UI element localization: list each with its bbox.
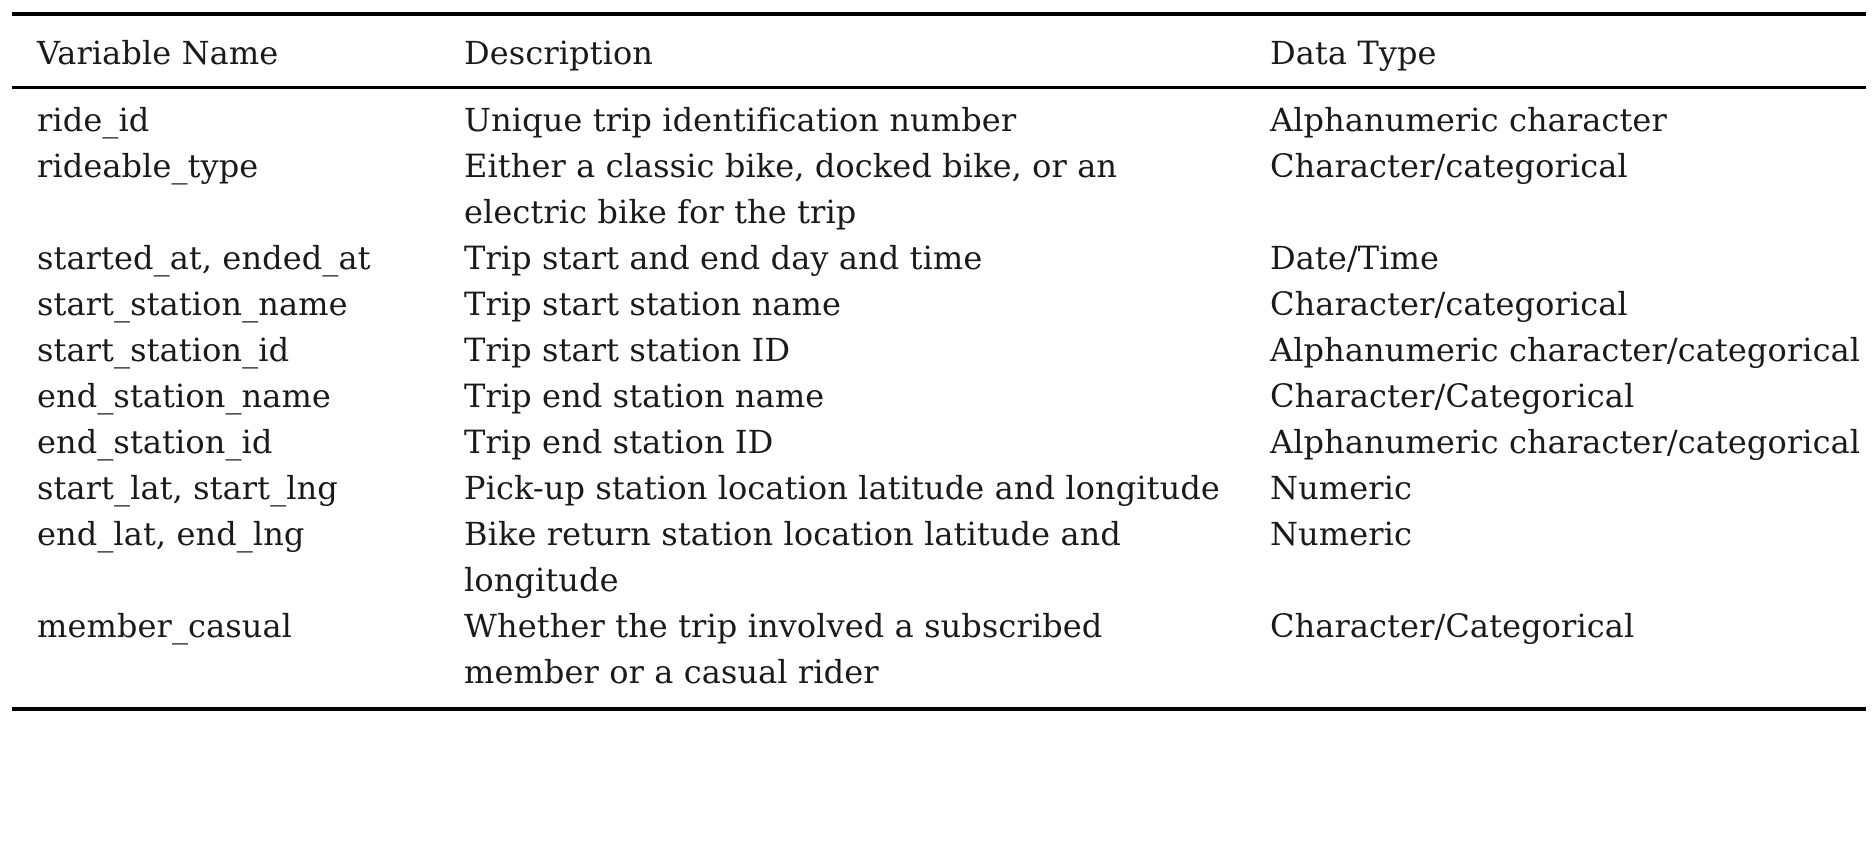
cell-description: Unique trip identification number — [464, 101, 1017, 139]
cell-data-type: Character/Categorical — [1270, 607, 1635, 645]
cell-data-type: Alphanumeric character/categorical — [1270, 423, 1861, 461]
cell-description: Trip end station name — [464, 377, 825, 415]
cell-data-type: Alphanumeric character — [1270, 101, 1667, 139]
cell-variable-name: rideable_type — [37, 147, 259, 185]
table-header: Variable Name Description Data Type — [12, 16, 1866, 86]
cell-data-type: Numeric — [1270, 515, 1413, 553]
cell-description: Either a classic bike, docked bike, or a… — [464, 147, 1118, 231]
cell-variable-name: started_at, ended_at — [37, 239, 371, 277]
table-row: start_station_name Trip start station na… — [12, 281, 1866, 327]
table-body: ride_id Unique trip identification numbe… — [12, 89, 1866, 707]
cell-description: Pick-up station location latitude and lo… — [464, 469, 1220, 507]
cell-variable-name: end_station_name — [37, 377, 331, 415]
cell-description: Trip start station name — [464, 285, 841, 323]
cell-description: Bike return station location latitude an… — [464, 515, 1121, 599]
variables-table: Variable Name Description Data Type — [12, 16, 1866, 86]
cell-description: Whether the trip involved a subscribed m… — [464, 607, 1103, 691]
table-row: end_lat, end_lng Bike return station loc… — [12, 511, 1866, 603]
table-row: rideable_type Either a classic bike, doc… — [12, 143, 1866, 235]
cell-data-type: Character/categorical — [1270, 147, 1628, 185]
header-row: Variable Name Description Data Type — [12, 16, 1866, 86]
variables-table-container: Variable Name Description Data Type ride… — [12, 12, 1866, 711]
table-row: start_lat, start_lng Pick-up station loc… — [12, 465, 1866, 511]
header-variable-name: Variable Name — [37, 34, 279, 72]
table-row: ride_id Unique trip identification numbe… — [12, 89, 1866, 143]
variables-table-body: ride_id Unique trip identification numbe… — [12, 89, 1866, 707]
table-row: start_station_id Trip start station ID A… — [12, 327, 1866, 373]
cell-description: Trip end station ID — [464, 423, 774, 461]
table-row: end_station_id Trip end station ID Alpha… — [12, 419, 1866, 465]
cell-variable-name: start_station_id — [37, 331, 290, 369]
cell-variable-name: member_casual — [37, 607, 292, 645]
table-row: member_casual Whether the trip involved … — [12, 603, 1866, 707]
cell-description: Trip start station ID — [464, 331, 791, 369]
header-data-type: Data Type — [1270, 34, 1437, 72]
cell-variable-name: start_lat, start_lng — [37, 469, 338, 507]
cell-description: Trip start and end day and time — [464, 239, 983, 277]
table-top-rule — [12, 12, 1866, 16]
cell-variable-name: end_station_id — [37, 423, 273, 461]
table-row: started_at, ended_at Trip start and end … — [12, 235, 1866, 281]
header-description: Description — [464, 34, 654, 72]
cell-data-type: Character/categorical — [1270, 285, 1628, 323]
cell-data-type: Date/Time — [1270, 239, 1440, 277]
table-row: end_station_name Trip end station name C… — [12, 373, 1866, 419]
table-header-rule — [12, 86, 1866, 89]
cell-variable-name: end_lat, end_lng — [37, 515, 305, 553]
cell-variable-name: start_station_name — [37, 285, 348, 323]
table-bottom-rule — [12, 707, 1866, 711]
cell-variable-name: ride_id — [37, 101, 150, 139]
cell-data-type: Alphanumeric character/categorical — [1270, 331, 1861, 369]
cell-data-type: Numeric — [1270, 469, 1413, 507]
cell-data-type: Character/Categorical — [1270, 377, 1635, 415]
